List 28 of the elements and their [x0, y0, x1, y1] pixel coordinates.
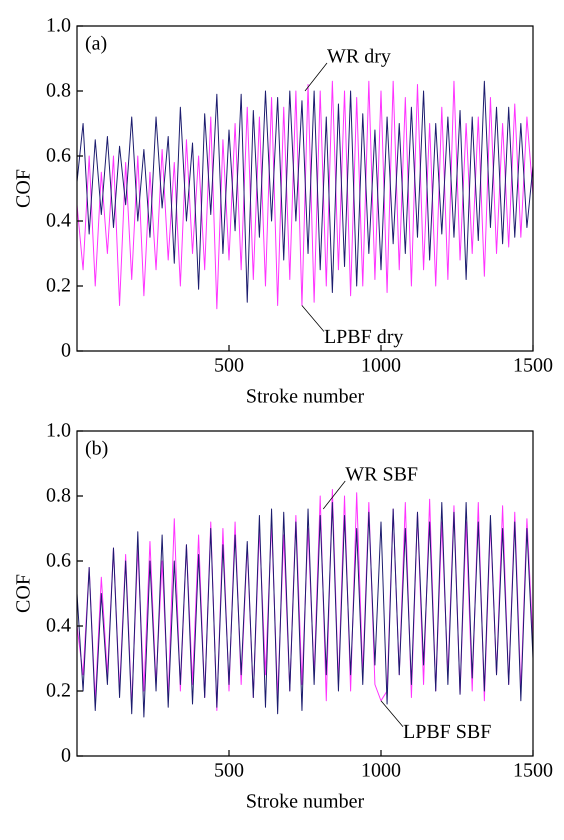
y-axis-title: COF	[12, 169, 34, 208]
y-tick-label: 0.2	[46, 274, 71, 296]
y-tick-label: 0.4	[46, 614, 71, 636]
y-axis-title: COF	[12, 574, 34, 613]
annotation: (a)	[85, 32, 108, 54]
annotation: WR SBF	[345, 463, 418, 486]
x-tick-label: 1000	[361, 354, 401, 376]
x-tick-label: 500	[214, 354, 244, 376]
y-tick-label: 1.0	[46, 419, 71, 442]
y-tick-label: 0	[61, 744, 71, 766]
y-tick-label: 1.0	[46, 14, 71, 36]
x-tick-label: 1500	[513, 759, 553, 782]
x-tick-label: 500	[214, 759, 244, 782]
y-tick-label: 0	[61, 339, 71, 362]
y-tick-label: 0.6	[46, 549, 71, 572]
annotation: LPBF dry	[324, 326, 404, 348]
y-tick-label: 0.8	[46, 484, 71, 506]
x-axis-title: Stroke number	[246, 385, 364, 408]
x-tick-label: 1000	[361, 759, 401, 782]
y-tick-label: 0.6	[46, 144, 71, 166]
annotation: WR dry	[327, 45, 391, 68]
y-tick-label: 0.8	[46, 79, 71, 102]
y-tick-label: 0.2	[46, 679, 71, 702]
annotation: LPBF SBF	[403, 721, 492, 743]
y-tick-label: 0.4	[46, 209, 71, 232]
x-tick-label: 1500	[513, 354, 553, 376]
x-axis-title: Stroke number	[246, 790, 364, 812]
annotation: (b)	[85, 437, 108, 460]
